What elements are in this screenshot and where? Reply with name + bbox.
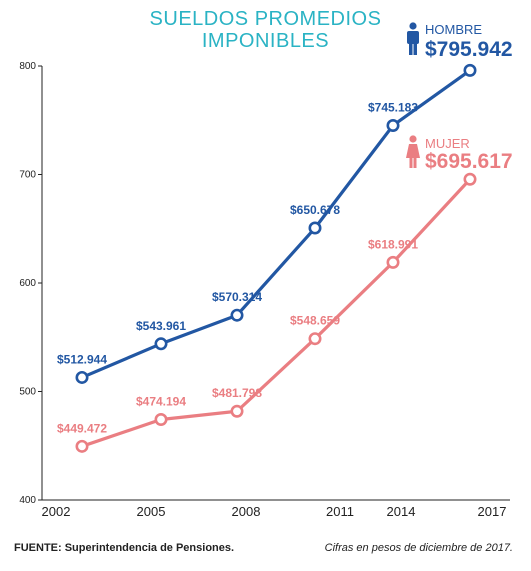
data-point-mujer bbox=[154, 412, 168, 426]
legend-hombre-value: $795.942 bbox=[425, 38, 513, 61]
x-tick-label: 2014 bbox=[387, 504, 416, 519]
data-label-hombre: $543.961 bbox=[136, 319, 186, 333]
x-tick-label: 2005 bbox=[137, 504, 166, 519]
female-person-icon bbox=[406, 135, 420, 168]
data-point-hombre bbox=[230, 308, 244, 322]
y-tick-label: 400 bbox=[19, 495, 36, 506]
data-label-hombre: $570.314 bbox=[212, 290, 262, 304]
data-label-mujer: $474.194 bbox=[136, 394, 186, 408]
legend-mujer-value: $695.617 bbox=[425, 150, 513, 173]
data-point-hombre bbox=[308, 221, 322, 235]
x-tick-label: 2017 bbox=[478, 504, 507, 519]
chart-title-line1: SUELDOS PROMEDIOS bbox=[149, 8, 382, 30]
x-tick-label: 2002 bbox=[42, 504, 71, 519]
legend-mujer-label: MUJER bbox=[425, 136, 470, 151]
y-tick-label: 600 bbox=[19, 278, 36, 289]
data-label-mujer: $618.991 bbox=[368, 237, 418, 251]
data-point-hombre bbox=[386, 118, 400, 132]
data-label-hombre: $512.944 bbox=[57, 352, 107, 366]
data-point-mujer bbox=[230, 404, 244, 418]
source-note: FUENTE: Superintendencia de Pensiones. bbox=[14, 542, 235, 554]
legend-hombre-label: HOMBRE bbox=[425, 22, 483, 37]
data-point-mujer bbox=[308, 332, 322, 346]
data-label-mujer: $481.798 bbox=[212, 386, 262, 400]
data-point-hombre bbox=[463, 63, 477, 77]
data-label-mujer: $548.659 bbox=[290, 314, 340, 328]
x-tick-label: 2008 bbox=[232, 504, 261, 519]
data-label-mujer: $449.472 bbox=[57, 421, 107, 435]
data-point-mujer bbox=[386, 255, 400, 269]
x-tick-label: 2011 bbox=[326, 504, 354, 519]
data-label-hombre: $650.678 bbox=[290, 203, 340, 217]
data-point-mujer bbox=[463, 172, 477, 186]
data-point-hombre bbox=[154, 337, 168, 351]
y-tick-label: 700 bbox=[19, 170, 36, 181]
series-line-mujer bbox=[81, 178, 472, 448]
male-person-icon bbox=[407, 22, 419, 55]
y-tick-label: 800 bbox=[19, 61, 36, 72]
chart-title-line2: IMPONIBLES bbox=[201, 30, 330, 52]
data-label-hombre: $745.183 bbox=[368, 100, 418, 114]
currency-note: Cifras en pesos de diciembre de 2017. bbox=[324, 542, 513, 554]
y-tick-label: 500 bbox=[19, 387, 36, 398]
data-point-mujer bbox=[75, 439, 89, 453]
data-point-hombre bbox=[75, 370, 89, 384]
series-line-hombre bbox=[81, 69, 471, 379]
